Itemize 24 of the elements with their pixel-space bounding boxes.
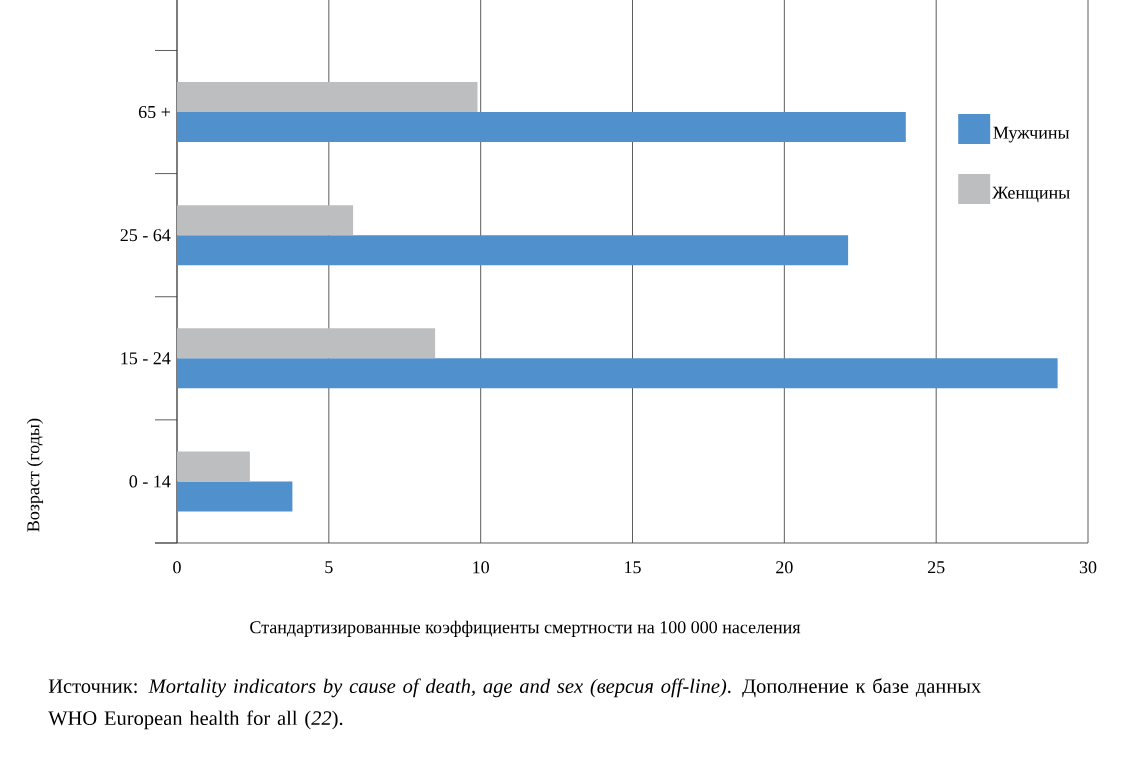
- legend-label: Женщины: [992, 186, 1070, 203]
- bar: [177, 82, 478, 113]
- x-tick-label: 5: [325, 561, 333, 574]
- bar: [177, 235, 849, 266]
- bar: [177, 451, 250, 482]
- x-tick-label: 20: [776, 561, 793, 574]
- y-axis-title: Возраст (годы): [26, 418, 44, 532]
- y-tick-label: 15 - 24: [121, 352, 171, 365]
- x-tick-label: 10: [473, 561, 489, 574]
- bar: [177, 358, 1058, 389]
- bar: [177, 205, 354, 236]
- y-tick-label: 0 - 14: [129, 475, 171, 488]
- y-tick-label: 65 +: [138, 106, 170, 119]
- bar: [177, 112, 906, 143]
- bar: [177, 328, 436, 359]
- x-tick-label: 15: [625, 561, 641, 574]
- y-tick-label: 25 - 64: [120, 229, 171, 242]
- bar: [177, 481, 293, 512]
- x-tick-label: 30: [1079, 561, 1097, 574]
- text: Источник: Mortality indicators by cause of death, age and sex (версия off-line). Дополнение к базе данных WHO European health for all (22).: [48, 678, 982, 730]
- x-tick-label: 0: [173, 561, 181, 574]
- legend-label: Мужчины: [993, 126, 1070, 143]
- x-tick-label: 25: [927, 561, 945, 574]
- x-axis-title: Стандартизированные коэффициенты смертности на 100 000 населения: [250, 620, 801, 637]
